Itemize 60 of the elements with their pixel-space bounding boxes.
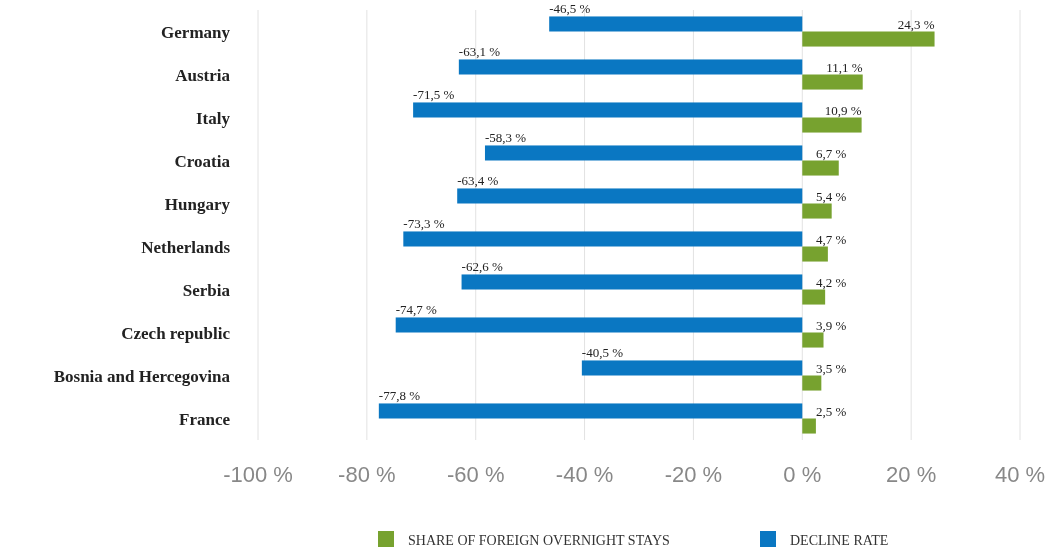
- bar: [802, 74, 863, 90]
- x-tick-label: -40 %: [555, 462, 614, 487]
- data-label: -63,1 %: [458, 44, 501, 60]
- data-label: 4,2 %: [815, 274, 847, 290]
- legend-label: SHARE OF FOREIGN OVERNIGHT STAYS: [408, 533, 670, 548]
- data-label: -46,5 %: [549, 1, 591, 17]
- bar: [457, 188, 803, 204]
- y-tick-label: Bosnia and Hercegovina: [53, 366, 231, 386]
- bar: [413, 102, 803, 118]
- data-label: 24,3 %: [897, 16, 935, 32]
- data-label: -71,5 %: [413, 87, 455, 103]
- bar: [484, 145, 803, 161]
- data-label: 10,9 %: [824, 102, 862, 118]
- y-tick-label: Italy: [196, 108, 231, 128]
- x-tick-label: 0 %: [783, 462, 822, 487]
- data-label: -62,6 %: [461, 259, 503, 275]
- bar: [802, 289, 826, 305]
- x-tick-label: -80 %: [338, 462, 396, 487]
- y-tick-label: Netherlands: [141, 237, 231, 257]
- bar: [802, 203, 832, 219]
- bar: [461, 274, 803, 290]
- data-label: 5,4 %: [815, 188, 847, 204]
- data-label: -73,3 %: [403, 216, 445, 232]
- data-label: -63,4 %: [457, 173, 499, 189]
- y-tick-label: Austria: [175, 65, 231, 85]
- data-label: 3,5 %: [815, 360, 847, 376]
- bar: [581, 360, 803, 376]
- bar: [802, 31, 935, 47]
- x-tick-label: 20 %: [886, 462, 937, 487]
- data-label: 6,7 %: [815, 145, 847, 161]
- data-label: 2,5 %: [815, 403, 847, 419]
- y-tick-label: Czech republic: [121, 323, 231, 343]
- data-label: 11,1 %: [826, 59, 863, 75]
- y-tick-label: Croatia: [174, 151, 231, 171]
- bar: [378, 403, 803, 419]
- bar: [802, 332, 824, 348]
- data-label: -74,7 %: [395, 302, 438, 318]
- bar: [802, 246, 828, 262]
- y-tick-label: Germany: [161, 22, 231, 42]
- bar: [549, 16, 803, 32]
- data-label: -77,8 %: [378, 388, 421, 404]
- bar: [802, 117, 862, 133]
- bar: [395, 317, 803, 333]
- x-tick-label: -20 %: [664, 462, 723, 487]
- bar: [403, 231, 803, 247]
- x-tick-label: 40 %: [994, 462, 1046, 487]
- bar: [802, 418, 816, 434]
- x-tick-label: -60 %: [446, 462, 505, 487]
- legend-label: DECLINE RATE: [790, 533, 889, 548]
- data-label: 4,7 %: [815, 231, 847, 247]
- y-tick-label: Hungary: [164, 194, 231, 214]
- data-label: -58,3 %: [484, 130, 527, 146]
- bar: [802, 160, 839, 176]
- data-label: 3,9 %: [815, 317, 847, 333]
- data-label: -40,5 %: [581, 345, 624, 361]
- y-tick-label: Serbia: [182, 280, 231, 300]
- bar: [458, 59, 803, 75]
- x-tick-label: -100 %: [223, 462, 293, 487]
- y-tick-label: France: [179, 409, 231, 429]
- bar: [802, 375, 822, 391]
